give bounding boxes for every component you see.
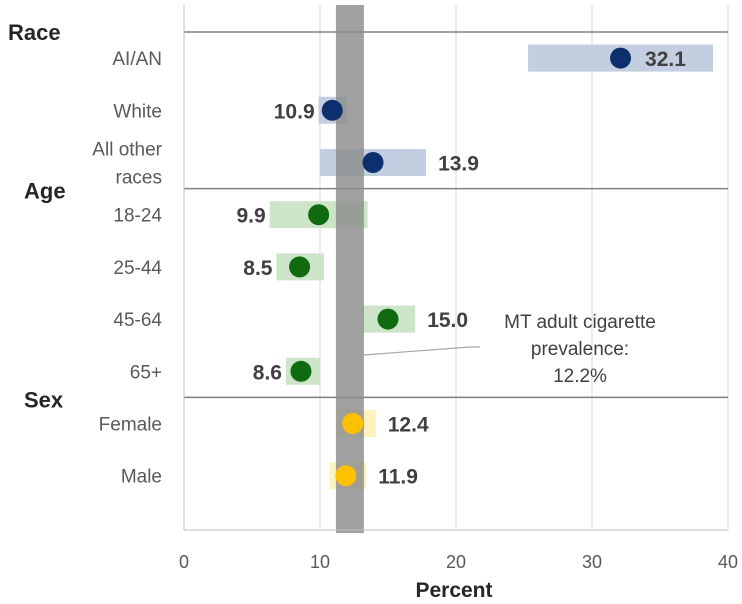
labels: Race AI/AN 32.1 White 10.9 All other races 13.9… xyxy=(8,20,686,489)
point-estimate xyxy=(335,465,357,487)
point-estimate xyxy=(321,99,343,121)
category-label: 18-24 xyxy=(113,206,162,227)
category-label: All other xyxy=(92,140,162,161)
category-label: 65+ xyxy=(130,362,162,383)
gridlines xyxy=(319,5,729,530)
point-estimates xyxy=(289,47,632,487)
point-estimate xyxy=(362,152,384,173)
point-estimate xyxy=(610,47,632,69)
category-label: White xyxy=(113,101,162,122)
category-label: 25-44 xyxy=(113,258,162,279)
value-label: 11.9 xyxy=(378,466,418,489)
group-heading: Sex xyxy=(24,387,64,412)
reference-band-layer xyxy=(335,5,480,533)
category-label: Female xyxy=(99,415,162,436)
value-label: 10.9 xyxy=(274,100,315,123)
point-estimate xyxy=(342,413,364,434)
value-label: 13.9 xyxy=(438,153,479,176)
group-separators xyxy=(184,31,728,399)
reference-annotation: 12.2% xyxy=(553,366,607,387)
value-label: 32.1 xyxy=(645,48,686,71)
value-label: 12.4 xyxy=(388,414,429,437)
value-label: 8.6 xyxy=(253,361,282,384)
category-label: 45-64 xyxy=(113,310,162,331)
value-label: 8.5 xyxy=(243,257,273,280)
x-tick-label: 0 xyxy=(179,552,189,572)
group-heading: Age xyxy=(24,179,66,204)
point-estimate xyxy=(290,360,312,382)
value-label: 15.0 xyxy=(427,309,468,332)
x-tick-label: 20 xyxy=(446,552,466,572)
reference-annotation: MT adult cigarette xyxy=(504,312,656,333)
group-heading: Race xyxy=(8,20,61,45)
category-label: races xyxy=(116,168,162,189)
point-estimate xyxy=(289,256,311,278)
reference-band xyxy=(335,5,364,533)
annotation-leader xyxy=(349,346,480,357)
category-label: AI/AN xyxy=(112,49,162,70)
category-label: Male xyxy=(121,467,162,488)
point-estimate xyxy=(308,204,330,226)
x-tick-label: 30 xyxy=(582,552,602,572)
x-tick-label: 40 xyxy=(718,552,738,572)
x-axis: 0 10 20 30 40 Percent xyxy=(179,5,738,602)
value-label: 9.9 xyxy=(236,205,265,228)
reference-annotation: prevalence: xyxy=(531,339,629,360)
x-tick-label: 10 xyxy=(310,552,330,572)
point-estimate xyxy=(377,308,399,330)
x-axis-title: Percent xyxy=(415,579,492,602)
